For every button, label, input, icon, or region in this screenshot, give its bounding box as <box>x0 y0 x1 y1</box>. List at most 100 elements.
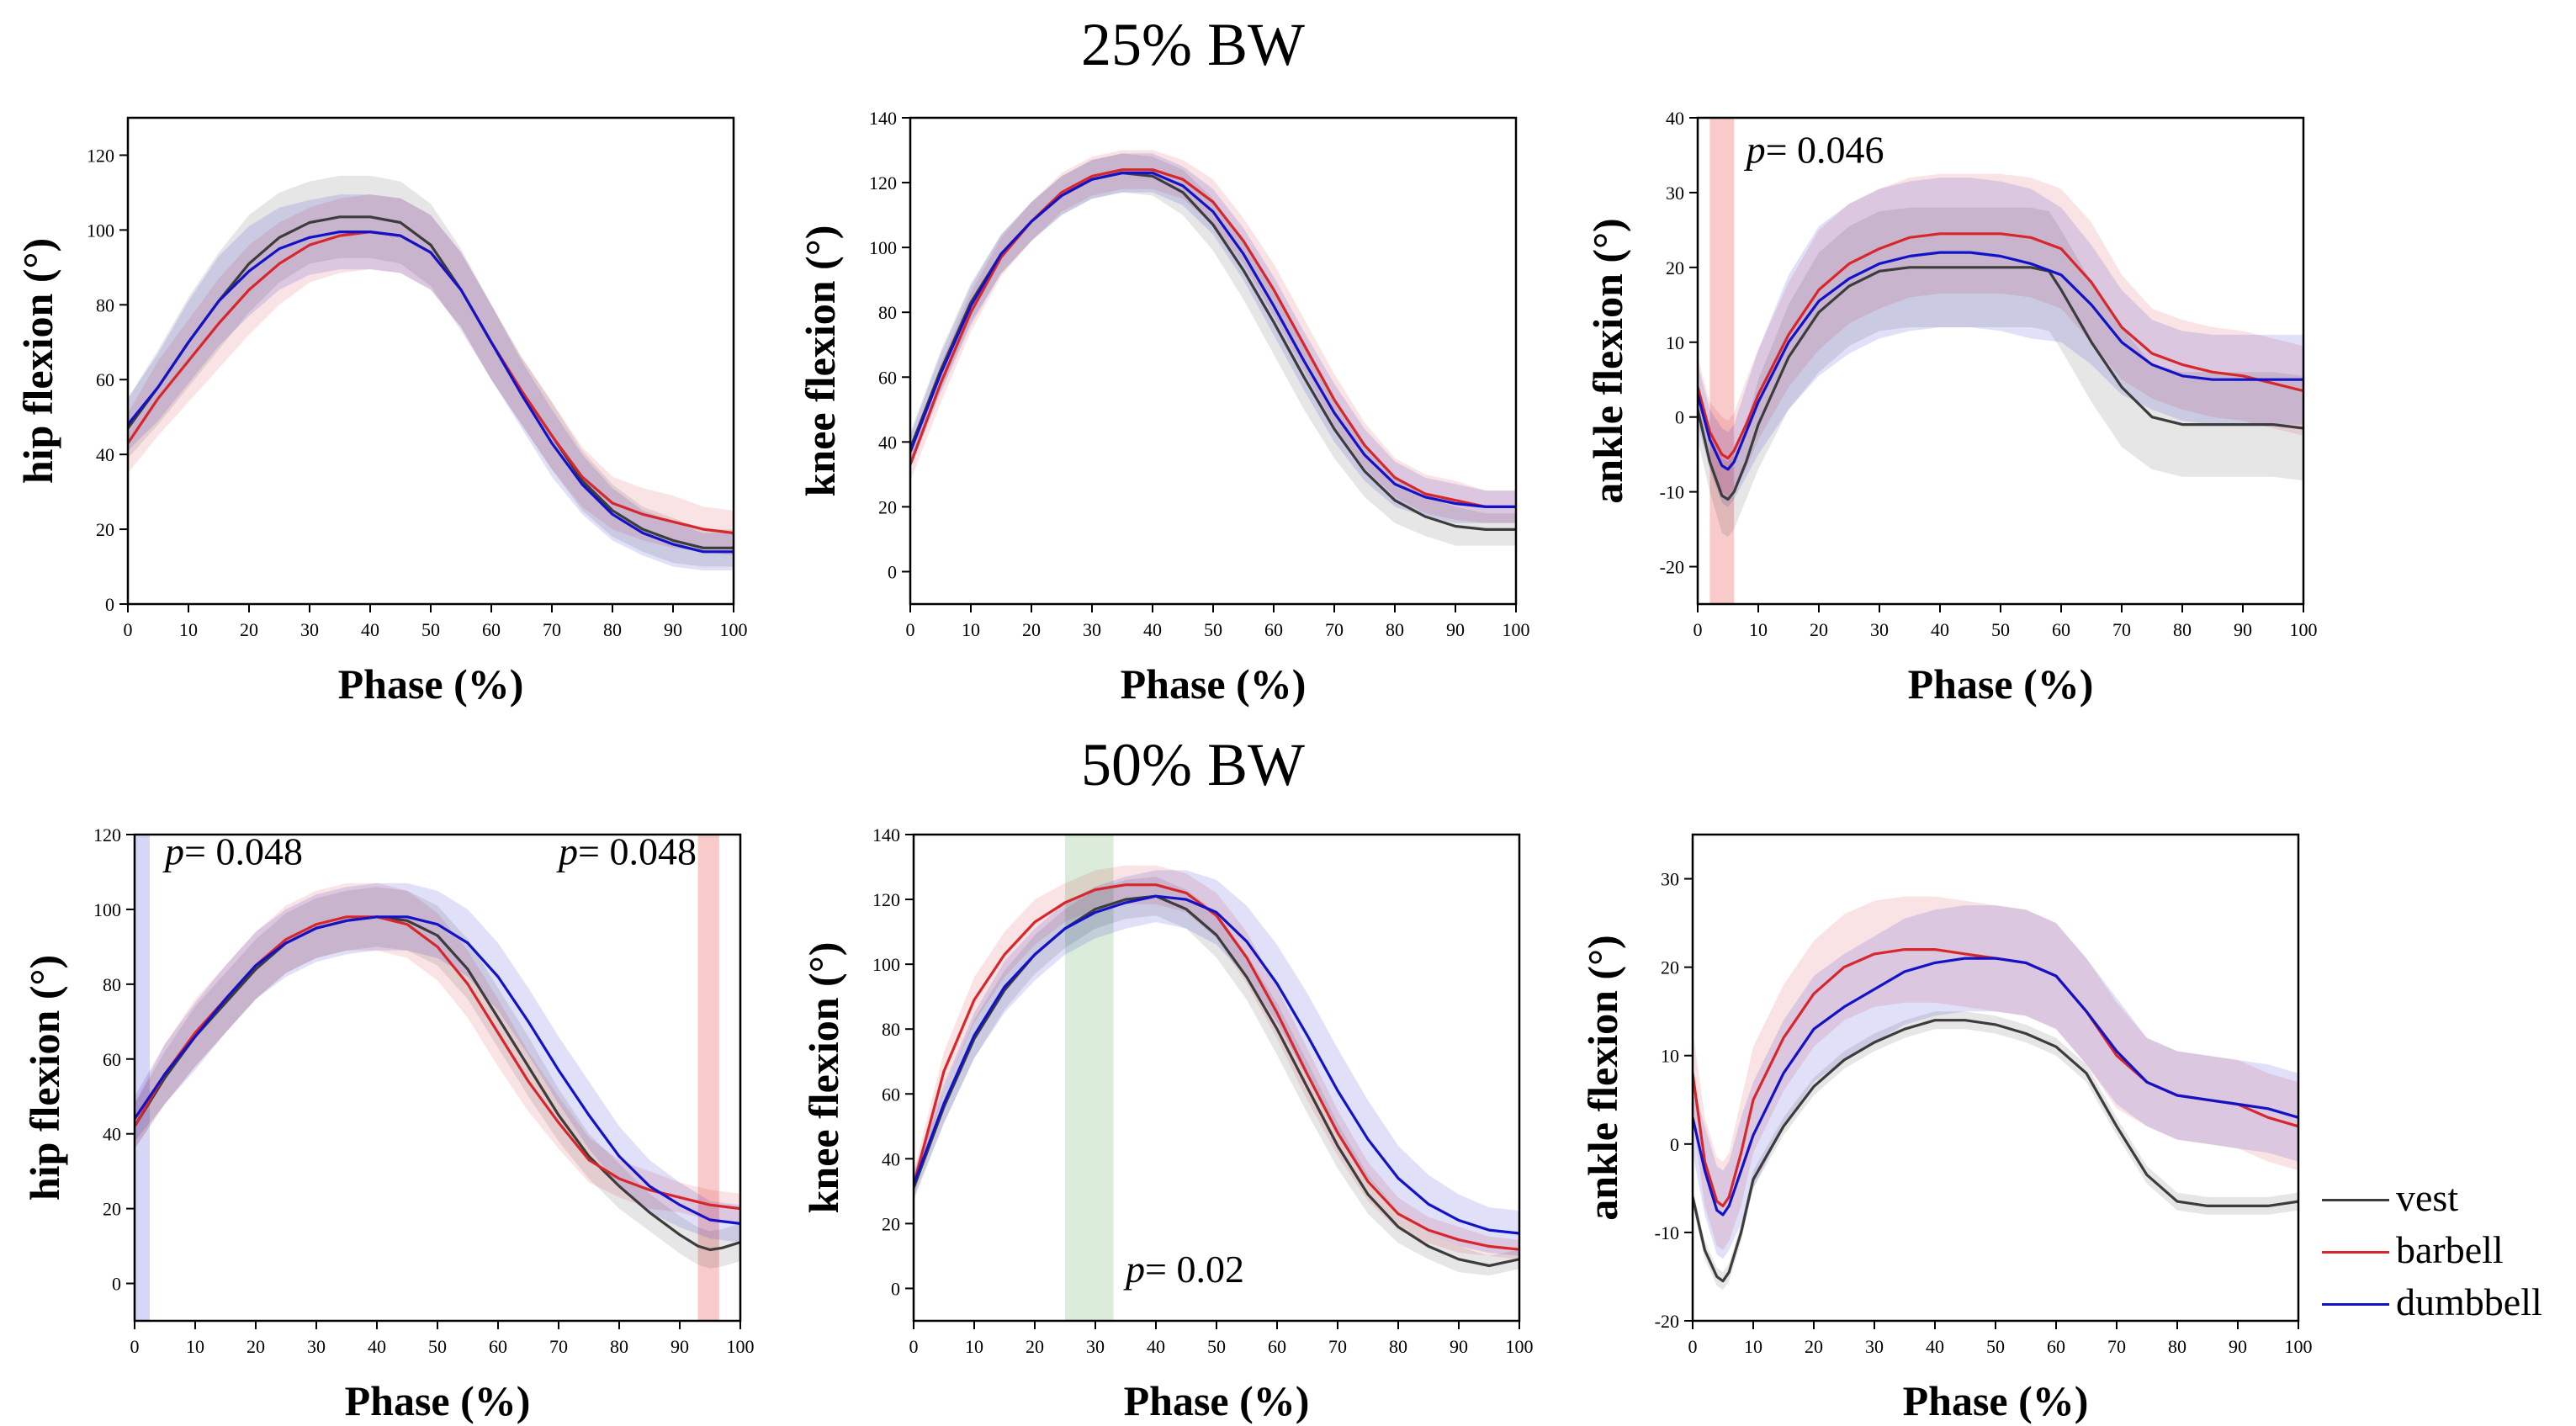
x-tick-label: 30 <box>300 619 319 640</box>
x-tick-label: 40 <box>1143 619 1162 640</box>
x-tick-label: 70 <box>543 619 561 640</box>
sd-band-barbell <box>910 150 1516 523</box>
series-line-dumbbell <box>1698 251 2303 471</box>
x-tick-label: 0 <box>909 1336 919 1357</box>
y-tick-label: 100 <box>93 899 121 920</box>
sd-band-barbell <box>128 194 734 556</box>
x-tick-label: 10 <box>962 619 980 640</box>
y-tick-label: 40 <box>1666 108 1684 129</box>
y-tick-label: -20 <box>1660 557 1684 578</box>
p-value-text: = 0.048 <box>184 830 303 873</box>
y-tick-label: 100 <box>872 954 900 975</box>
p-value-text: = 0.02 <box>1145 1248 1244 1291</box>
plot-area <box>135 835 740 1321</box>
plot-area <box>914 835 1519 1321</box>
p-value-annotation: p= 0.02 <box>1123 1248 1244 1291</box>
series-line-barbell <box>914 883 1519 1251</box>
chart-panel-5: 0 10 20 30 40 50 60 70 80 90 100 -20 -10 0 10 20 30 Phase… <box>1579 833 2313 1424</box>
highlight-band-1 <box>697 835 719 1321</box>
row-title-25bw: 25% BW <box>1081 11 1305 78</box>
x-tick-label: 10 <box>965 1336 983 1357</box>
x-tick-label: 90 <box>1446 619 1465 640</box>
x-tick-label: 100 <box>1506 1336 1534 1357</box>
y-tick-label: 30 <box>1666 183 1684 204</box>
x-tick-label: 50 <box>428 1336 447 1357</box>
sd-band-vest <box>1698 207 2303 537</box>
y-tick-label: 10 <box>1666 332 1684 353</box>
y-tick-label: 140 <box>872 824 900 846</box>
p-value-text: = 0.046 <box>1766 128 1884 171</box>
x-tick-label: 100 <box>727 1336 755 1357</box>
x-tick-label: 0 <box>130 1336 140 1357</box>
x-tick-label: 20 <box>1026 1336 1044 1357</box>
x-tick-label: 50 <box>1991 619 2010 640</box>
y-tick-label: 80 <box>882 1019 900 1040</box>
x-tick-label: 40 <box>1931 619 1949 640</box>
y-tick-label: 60 <box>96 369 114 390</box>
p-symbol: p <box>1744 128 1766 171</box>
sd-band-barbell <box>135 883 740 1224</box>
x-tick-label: 0 <box>124 619 133 640</box>
series-line-dumbbell <box>128 231 734 554</box>
x-tick-label: 100 <box>2290 619 2318 640</box>
y-axis-label: knee flexion (°) <box>797 225 844 497</box>
sd-band-dumbbell <box>1698 178 2303 507</box>
x-tick-label: 0 <box>906 619 915 640</box>
x-tick-label: 70 <box>2107 1336 2126 1357</box>
p-value-annotation: p= 0.048 <box>162 830 303 873</box>
x-tick-label: 30 <box>1870 619 1889 640</box>
y-tick-label: -10 <box>1655 1222 1679 1243</box>
x-tick-label: 70 <box>1325 619 1344 640</box>
x-tick-label: 10 <box>179 619 198 640</box>
legend-item-vest: vest <box>2322 1174 2574 1224</box>
x-axis-label: Phase (%) <box>1903 1377 2089 1424</box>
x-tick-label: 70 <box>2112 619 2131 640</box>
x-tick-label: 80 <box>2168 1336 2186 1357</box>
legend: vest barbell dumbbell <box>2322 1174 2574 1342</box>
y-tick-label: 40 <box>878 432 897 453</box>
y-tick-label: 80 <box>96 294 114 315</box>
x-tick-label: 40 <box>361 619 379 640</box>
y-tick-label: 120 <box>869 172 897 193</box>
series-line-dumbbell <box>1693 957 2298 1217</box>
chart-panel-1: 0 10 20 30 40 50 60 70 80 90 100 0 20 40 60 80 100 120 140… <box>797 108 1530 708</box>
sd-band-dumbbell <box>135 883 740 1243</box>
y-tick-label: -10 <box>1660 482 1684 503</box>
sd-band-dumbbell <box>914 870 1519 1256</box>
x-tick-label: 80 <box>603 619 622 640</box>
sd-band-vest <box>135 887 740 1269</box>
x-tick-label: 0 <box>1688 1336 1698 1357</box>
y-tick-label: 0 <box>105 594 114 615</box>
series-line-dumbbell <box>135 915 740 1225</box>
chart-panel-0: 0 10 20 30 40 50 60 70 80 90 100 0 20 40 60 80 100 120 Pha… <box>14 116 748 708</box>
y-tick-label: 60 <box>882 1084 900 1105</box>
x-tick-label: 50 <box>421 619 440 640</box>
series-line-barbell <box>1698 232 2303 460</box>
x-tick-label: 60 <box>2047 1336 2065 1357</box>
y-axis-label: ankle flexion (°) <box>1584 218 1631 503</box>
series-line-dumbbell <box>910 171 1516 509</box>
plot-area <box>128 175 734 570</box>
x-tick-label: 30 <box>1865 1336 1884 1357</box>
legend-line-vest <box>2322 1199 2389 1201</box>
y-tick-label: 0 <box>1670 1134 1679 1155</box>
series-line-vest <box>914 894 1519 1268</box>
sd-band-dumbbell <box>910 153 1516 523</box>
highlight-band-0 <box>135 835 150 1321</box>
x-tick-label: 20 <box>1810 619 1828 640</box>
y-tick-label: -20 <box>1655 1311 1679 1332</box>
x-tick-label: 40 <box>1926 1336 1944 1357</box>
sd-band-vest <box>128 175 734 567</box>
y-tick-label: 20 <box>1666 257 1684 278</box>
x-tick-label: 40 <box>368 1336 386 1357</box>
x-tick-label: 50 <box>1204 619 1222 640</box>
series-line-dumbbell <box>914 894 1519 1235</box>
y-tick-label: 20 <box>96 519 114 540</box>
x-tick-label: 90 <box>1450 1336 1468 1357</box>
sd-band-vest <box>910 153 1516 546</box>
x-axis-label: Phase (%) <box>338 660 524 708</box>
y-tick-label: 100 <box>87 220 114 241</box>
y-tick-label: 20 <box>103 1199 121 1220</box>
y-tick-label: 120 <box>872 889 900 910</box>
sd-band-vest <box>914 877 1519 1276</box>
